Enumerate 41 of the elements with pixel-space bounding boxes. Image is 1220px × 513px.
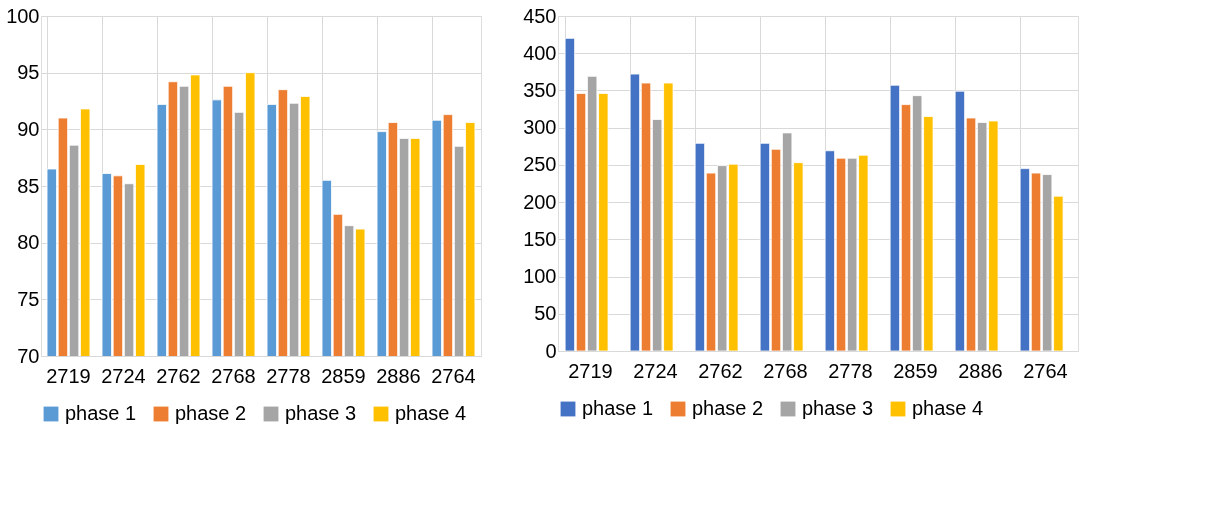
legend-label: phase 2: [692, 397, 764, 419]
y-tick-label: 400: [523, 41, 557, 64]
y-tick-label: 70: [17, 344, 40, 367]
x-tick-label: 2762: [698, 359, 743, 382]
x-tick-label: 2719: [46, 364, 91, 387]
y-tick-label: 350: [523, 78, 557, 101]
y-tick-label: 100: [523, 265, 557, 288]
x-tick-label: 2764: [431, 364, 476, 387]
y-tick-label: 150: [523, 227, 557, 250]
y-tick-label: 50: [534, 302, 557, 325]
y-tick-label: 80: [17, 231, 40, 254]
legend-label: phase 2: [175, 402, 247, 424]
x-tick-label: 2768: [763, 359, 808, 382]
x-tick-label: 2886: [376, 364, 421, 387]
y-tick-label: 95: [17, 61, 40, 84]
legend-label: phase 4: [395, 402, 467, 424]
legend-label: phase 3: [802, 397, 874, 419]
x-tick-label: 2768: [211, 364, 256, 387]
y-tick-label: 0: [545, 339, 557, 362]
y-tick-label: 300: [523, 116, 557, 139]
y-tick-label: 75: [17, 287, 40, 310]
y-tick-label: 90: [17, 117, 40, 140]
x-tick-label: 2719: [568, 359, 613, 382]
x-tick-label: 2778: [828, 359, 873, 382]
x-tick-label: 2859: [321, 364, 366, 387]
x-tick-label: 2724: [633, 359, 678, 382]
legend-label: phase 1: [65, 402, 137, 424]
y-tick-label: 100: [6, 4, 40, 27]
x-tick-label: 2764: [1023, 359, 1068, 382]
legend-label: phase 1: [582, 397, 654, 419]
x-tick-label: 2762: [156, 364, 201, 387]
legend-label: phase 3: [285, 402, 357, 424]
y-tick-label: 200: [523, 190, 557, 213]
x-tick-label: 2886: [958, 359, 1003, 382]
y-tick-label: 250: [523, 153, 557, 176]
y-tick-label: 85: [17, 174, 40, 197]
y-tick-label: 450: [523, 4, 557, 27]
legend-label: phase 4: [912, 397, 984, 419]
x-tick-label: 2724: [101, 364, 146, 387]
x-tick-label: 2778: [266, 364, 311, 387]
x-tick-label: 2859: [893, 359, 938, 382]
